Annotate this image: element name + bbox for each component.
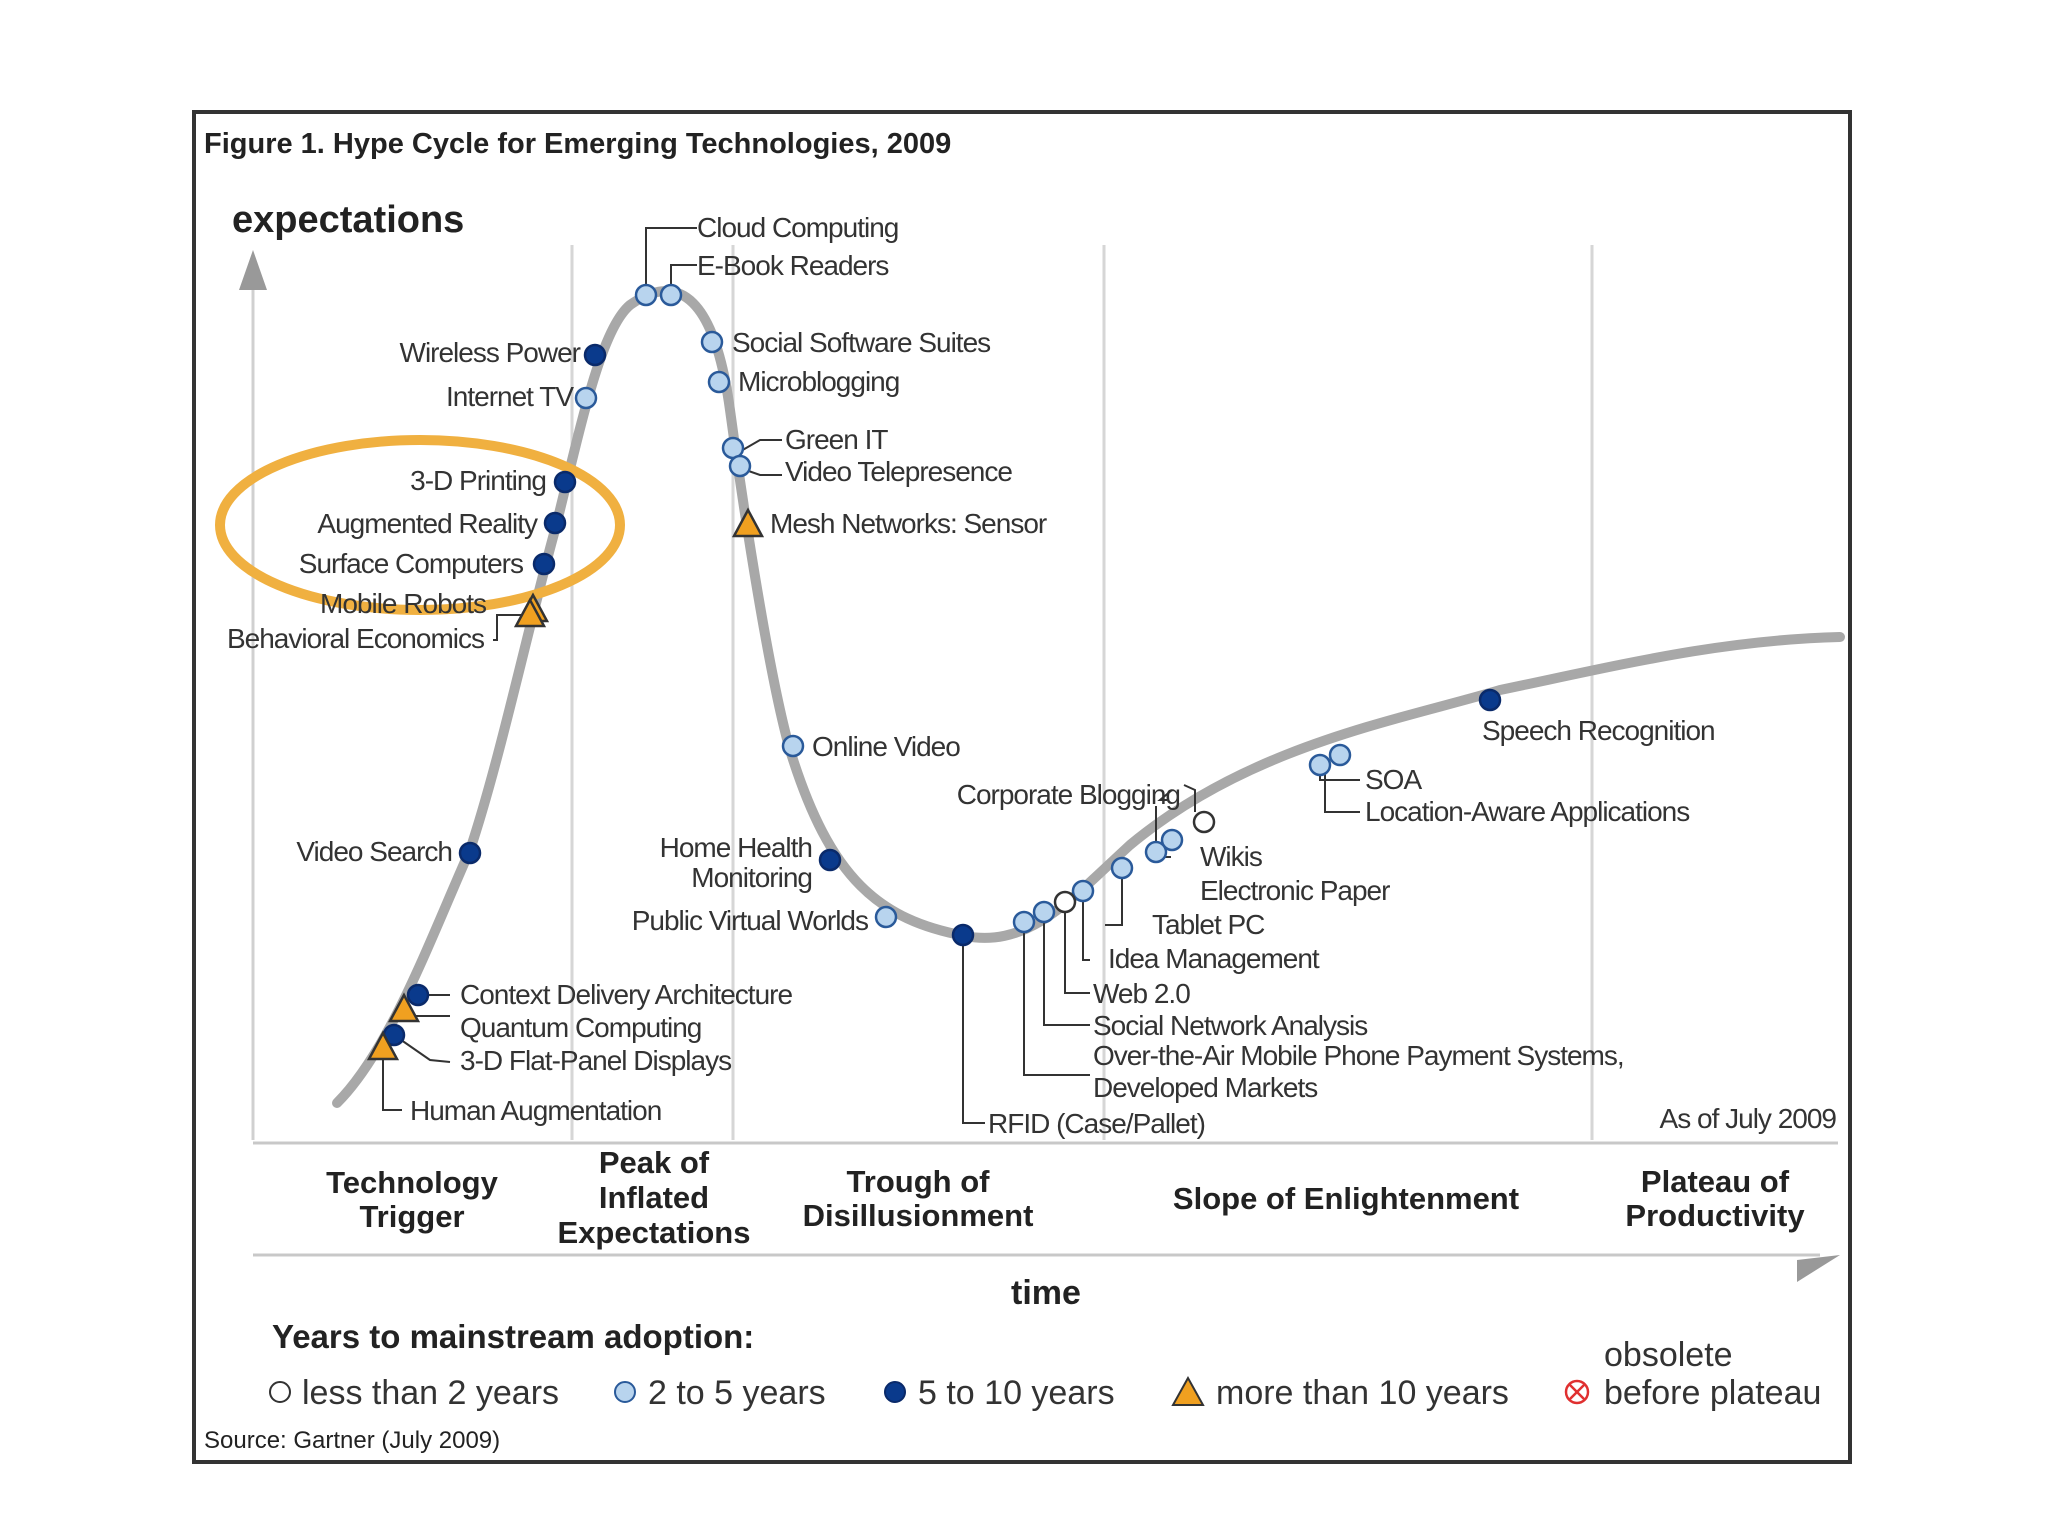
marker-quantum-computing	[387, 992, 421, 1023]
marker-internet-tv	[574, 386, 598, 410]
marker-video-telepresence	[728, 454, 752, 478]
marker-location-aware-applications	[1308, 753, 1332, 777]
figure-frame	[192, 110, 1852, 1464]
label-context-delivery-architecture: Context Delivery Architecture	[460, 979, 792, 1010]
x-axis-arrow	[1797, 1255, 1840, 1282]
label-location-aware-applications: Location-Aware Applications	[1365, 796, 1689, 827]
legend-marker-obsolete-icon	[1564, 1379, 1590, 1405]
legend-label-obsolete-line1: obsolete	[1604, 1336, 1733, 1374]
legend-marker-white-circle	[269, 1381, 291, 1403]
marker-behavioral-economics	[513, 597, 547, 628]
phase-peak-of-inflated-expectations: Peak of Inflated Expectations	[558, 1145, 751, 1250]
label-microblogging: Microblogging	[738, 366, 899, 397]
label-quantum-computing: Quantum Computing	[460, 1012, 701, 1043]
legend-marker-dark-blue-circle	[884, 1381, 906, 1403]
label-web-2-0: Web 2.0	[1093, 978, 1190, 1009]
leader-lines	[382, 227, 1360, 1124]
marker-surface-computers	[532, 552, 556, 576]
label-soa: SOA	[1365, 764, 1422, 795]
label-public-virtual-worlds: Public Virtual Worlds	[632, 905, 868, 936]
phase-technology-trigger: Technology Trigger	[326, 1165, 498, 1234]
label-social-software-suites: Social Software Suites	[732, 327, 990, 358]
marker-public-virtual-worlds	[874, 905, 898, 929]
label-wikis: Wikis	[1200, 841, 1262, 872]
label-e-book-readers: E-Book Readers	[697, 250, 888, 281]
marker-context-delivery-architecture	[406, 983, 430, 1007]
label-video-telepresence: Video Telepresence	[785, 456, 1012, 487]
legend-marker-light-blue-circle	[614, 1381, 636, 1403]
marker-social-network-analysis	[1032, 900, 1056, 924]
label-ota-payment-line1: Over-the-Air Mobile Phone Payment System…	[1093, 1040, 1624, 1071]
markers	[366, 283, 1502, 1061]
marker-human-augmentation	[366, 1030, 400, 1061]
label-human-augmentation: Human Augmentation	[410, 1095, 661, 1126]
label-cloud-computing: Cloud Computing	[697, 212, 898, 243]
label-tablet-pc: Tablet PC	[1152, 909, 1265, 940]
label-speech-recognition: Speech Recognition	[1482, 715, 1715, 746]
label-3d-flat-panel-displays: 3-D Flat-Panel Displays	[460, 1045, 731, 1076]
marker-online-video	[781, 734, 805, 758]
marker-wireless-power	[583, 343, 607, 367]
legend-label-obsolete-line2: before plateau	[1604, 1374, 1821, 1412]
marker-speech-recognition	[1478, 688, 1502, 712]
label-rfid-case-pallet: RFID (Case/Pallet)	[988, 1108, 1205, 1139]
phase-slope-of-enlightenment: Slope of Enlightenment	[1173, 1181, 1519, 1216]
y-axis-arrow	[239, 250, 267, 290]
label-corporate-blogging: Corporate Blogging	[957, 779, 1180, 810]
marker-soa	[1328, 743, 1352, 767]
marker-3-d-printing	[553, 470, 577, 494]
label-behavioral-economics: Behavioral Economics	[227, 623, 484, 654]
label-idea-management: Idea Management	[1108, 943, 1320, 974]
marker-rfid-case-pallet	[951, 923, 975, 947]
label-internet-tv: Internet TV	[446, 381, 574, 412]
marker-video-search	[458, 841, 482, 865]
label-green-it: Green IT	[785, 424, 888, 455]
legend-title: Years to mainstream adoption:	[272, 1318, 754, 1355]
marker-augmented-reality	[543, 511, 567, 535]
hype-curve	[332, 286, 1845, 1108]
label-social-network-analysis: Social Network Analysis	[1093, 1010, 1367, 1041]
source-note: Source: Gartner (July 2009)	[204, 1427, 500, 1454]
label-home-health-monitoring: Home Health Monitoring	[660, 832, 812, 893]
marker-tablet-pc	[1110, 856, 1134, 880]
marker-corporate-blogging	[1192, 810, 1216, 834]
legend-label-2-to-5: 2 to 5 years	[648, 1374, 826, 1412]
label-surface-computers: Surface Computers	[299, 548, 523, 579]
marker-cloud-computing	[634, 283, 658, 307]
label-ota-payment-line2: Developed Markets	[1093, 1072, 1317, 1103]
phase-plateau-of-productivity: Plateau of Productivity	[1625, 1164, 1805, 1233]
legend-label-less-than-2: less than 2 years	[302, 1374, 559, 1412]
phase-trough-of-disillusionment: Trough of Disillusionment	[803, 1164, 1034, 1233]
marker-wikis	[1160, 828, 1184, 852]
marker-mesh-networks-sensor	[731, 507, 765, 538]
marker-idea-management	[1071, 879, 1095, 903]
label-mobile-robots: Mobile Robots	[320, 588, 486, 619]
marker-web-2-0	[1053, 890, 1077, 914]
marker-home-health-monitoring	[818, 848, 842, 872]
marker-microblogging	[707, 370, 731, 394]
y-axis-label: expectations	[232, 199, 464, 241]
label-online-video: Online Video	[812, 731, 960, 762]
label-electronic-paper: Electronic Paper	[1200, 875, 1390, 906]
as-of-date: As of July 2009	[1660, 1103, 1837, 1134]
label-video-search: Video Search	[296, 836, 452, 867]
legend-marker-orange-triangle	[1171, 1375, 1205, 1406]
marker-electronic-paper	[1144, 840, 1168, 864]
marker-over-the-air-mobile-phone-payment-systems-developed-markets	[1012, 910, 1036, 934]
legend-label-5-to-10: 5 to 10 years	[918, 1374, 1115, 1412]
legend: less than 2 years 2 to 5 years 5 to 10 y…	[269, 1336, 1821, 1412]
label-augmented-reality: Augmented Reality	[317, 508, 538, 539]
marker-social-software-suites	[700, 330, 724, 354]
highlight-ellipse	[215, 435, 625, 615]
label-3d-printing: 3-D Printing	[410, 465, 546, 496]
figure-title: Figure 1. Hype Cycle for Emerging Techno…	[204, 128, 951, 160]
legend-label-more-than-10: more than 10 years	[1216, 1374, 1509, 1412]
marker-e-book-readers	[659, 283, 683, 307]
label-wireless-power: Wireless Power	[400, 337, 581, 368]
x-axis-label: time	[1011, 1274, 1081, 1312]
label-mesh-networks-sensor: Mesh Networks: Sensor	[770, 508, 1047, 539]
